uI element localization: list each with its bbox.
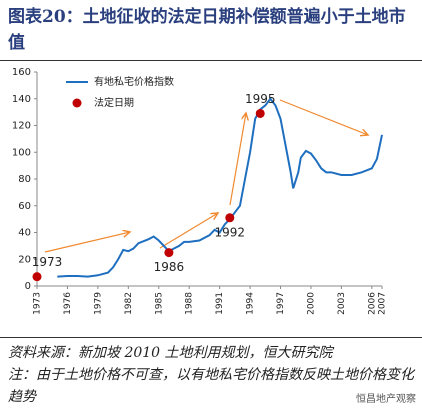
source: 资料来源：新加坡 2010 土地利用规划，恒大研究院 (8, 345, 333, 361)
x-tick-label: 1979 (93, 292, 103, 315)
x-tick-label: 1973 (33, 292, 43, 315)
y-tick-label: 100 (12, 147, 31, 158)
x-tick-label: 2007 (378, 292, 388, 315)
point-label: 1986 (154, 260, 185, 274)
point-label: 1995 (245, 92, 276, 106)
y-tick-label: 120 (12, 121, 31, 132)
x-tick-label: 1994 (246, 292, 256, 315)
chart: 0 20 40 60 80 100 120 140 160 1973 1976 1979 1982 198… (12, 67, 388, 315)
point (32, 272, 42, 282)
x-tick-label: 1988 (185, 292, 195, 315)
x-tick-label: 1991 (215, 292, 225, 315)
line (57, 97, 383, 278)
y-tick-label: 140 (12, 94, 31, 105)
x-tick-label: 1976 (63, 292, 73, 315)
legend-label: 有地私宅价格指数 (94, 75, 174, 88)
watermark: 恒昌地产观察 (356, 394, 416, 405)
legend-swatch (72, 98, 82, 108)
note: 注：由于土地价格不可查，以有地私宅价格指数反映土地价格变化趋势 (8, 367, 414, 405)
point-label: 1973 (32, 255, 63, 269)
arrows (44, 99, 368, 253)
y-tick-label: 80 (18, 174, 31, 185)
point (164, 248, 174, 258)
y-tick-label: 40 (18, 228, 31, 239)
point (225, 213, 235, 223)
x-tick-label: 1997 (276, 292, 286, 315)
chart-title: 图表20：土地征收的法定日期补偿额普遍小于土地市值 (8, 7, 406, 53)
legend-label: 法定日期 (94, 96, 134, 109)
x-tick-label: 1982 (124, 292, 134, 315)
y-tick-label: 0 (25, 281, 31, 292)
x-tick-label: 2003 (337, 292, 347, 315)
y-tick-label: 60 (18, 201, 31, 212)
x-tick-label: 1985 (154, 292, 164, 315)
point-label: 1992 (215, 225, 246, 239)
rule (0, 337, 422, 338)
x-tick-label: 2006 (367, 292, 377, 315)
x-tick-label: 2000 (306, 292, 316, 315)
point (255, 108, 265, 118)
y-tick-label: 160 (12, 67, 31, 78)
y-tick-label: 20 (18, 254, 31, 265)
rule (0, 60, 422, 61)
